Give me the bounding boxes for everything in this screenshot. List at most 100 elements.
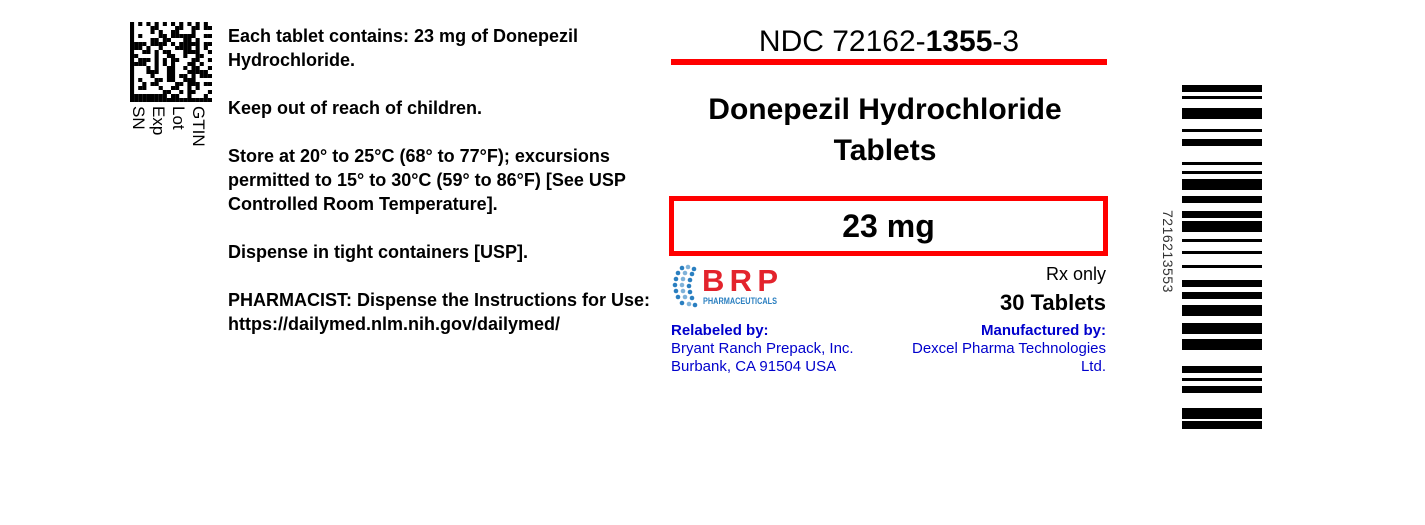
label-info-text: Each tablet contains: 23 mg of Donepezil… <box>228 24 668 336</box>
logo-dot <box>689 295 695 301</box>
matrix-module <box>130 70 135 74</box>
matrix-module <box>142 86 147 90</box>
matrix-module <box>154 94 159 98</box>
matrix-module <box>158 98 163 102</box>
matrix-module <box>150 38 155 42</box>
barcode-bar <box>1182 323 1262 334</box>
logo-dot <box>672 282 678 288</box>
matrix-module <box>195 54 200 58</box>
matrix-module <box>162 22 167 26</box>
barcode-bar <box>1182 280 1262 287</box>
matrix-module <box>162 58 167 62</box>
matrix-module <box>203 22 208 26</box>
matrix-module <box>130 54 135 58</box>
logo-dot <box>680 288 686 294</box>
matrix-module <box>203 98 208 102</box>
ndc-prefix: NDC 72162- <box>758 25 926 58</box>
matrix-module <box>171 30 176 34</box>
relabeler-info: Relabeled by: Bryant Ranch Prepack, Inc.… <box>671 322 891 376</box>
matrix-module <box>187 82 192 86</box>
matrix-module <box>138 62 143 66</box>
matrix-module <box>162 62 167 66</box>
matrix-module <box>154 42 159 46</box>
matrix-module <box>130 30 135 34</box>
gs1-labels: GTIN Lot Exp SN <box>129 106 208 147</box>
matrix-module <box>195 98 200 102</box>
matrix-module <box>142 50 147 54</box>
matrix-module <box>187 22 192 26</box>
matrix-module <box>183 98 188 102</box>
matrix-module <box>154 54 159 58</box>
matrix-module <box>195 70 200 74</box>
matrix-module <box>187 62 192 66</box>
matrix-module <box>207 58 212 62</box>
matrix-module <box>162 90 167 94</box>
matrix-module <box>130 46 135 50</box>
matrix-module <box>130 22 135 26</box>
matrix-module <box>183 46 188 50</box>
logo-dot <box>679 282 685 288</box>
matrix-module <box>175 46 180 50</box>
matrix-module <box>138 58 143 62</box>
matrix-module <box>146 98 151 102</box>
matrix-module <box>207 74 212 78</box>
matrix-module <box>179 90 184 94</box>
matrix-module <box>183 50 188 54</box>
matrix-module <box>146 70 151 74</box>
matrix-module <box>187 90 192 94</box>
barcode-bar <box>1182 305 1262 316</box>
title-line-1: Donepezil Hydrochloride <box>708 93 1062 126</box>
matrix-module <box>150 26 155 30</box>
logo-dot <box>685 264 691 270</box>
dailymed-link[interactable]: https://dailymed.nlm.nih.gov/dailymed/ <box>228 314 561 334</box>
matrix-module <box>162 42 167 46</box>
logo-brp-text: BRP <box>702 264 778 298</box>
logo-dot <box>675 270 681 276</box>
matrix-module <box>166 90 171 94</box>
matrix-module <box>199 62 204 66</box>
matrix-module <box>146 50 151 54</box>
logo-dot <box>687 277 693 283</box>
matrix-module <box>179 82 184 86</box>
matrix-module <box>162 50 167 54</box>
barcode-bar <box>1182 421 1262 429</box>
matrix-module <box>195 42 200 46</box>
matrix-module <box>175 86 180 90</box>
matrix-module <box>166 70 171 74</box>
matrix-module <box>158 34 163 38</box>
matrix-module <box>142 82 147 86</box>
matrix-module <box>130 78 135 82</box>
matrix-module <box>171 70 176 74</box>
matrix-module <box>154 58 159 62</box>
matrix-module <box>203 26 208 30</box>
barcode-bar <box>1182 408 1262 419</box>
matrix-module <box>171 62 176 66</box>
barcode-bar <box>1182 251 1262 254</box>
matrix-module <box>134 54 139 58</box>
matrix-module <box>146 46 151 50</box>
matrix-module <box>130 58 135 62</box>
matrix-module <box>203 46 208 50</box>
matrix-module <box>134 94 139 98</box>
matrix-module <box>207 66 212 70</box>
matrix-module <box>130 38 135 42</box>
matrix-module <box>199 74 204 78</box>
logo-dot <box>673 276 679 282</box>
matrix-module <box>199 70 204 74</box>
red-divider <box>671 59 1107 65</box>
matrix-module <box>191 42 196 46</box>
matrix-module <box>195 58 200 62</box>
matrix-module <box>195 38 200 42</box>
matrix-module <box>154 26 159 30</box>
matrix-module <box>138 86 143 90</box>
matrix-module <box>146 66 151 70</box>
matrix-module <box>187 34 192 38</box>
matrix-module <box>207 82 212 86</box>
children-warning: Keep out of reach of children. <box>228 98 483 118</box>
ndc-product-code: 1355 <box>925 25 993 58</box>
matrix-module <box>134 62 139 66</box>
matrix-module <box>179 22 184 26</box>
barcode-bar <box>1182 179 1262 190</box>
matrix-module <box>150 30 155 34</box>
matrix-module <box>171 34 176 38</box>
